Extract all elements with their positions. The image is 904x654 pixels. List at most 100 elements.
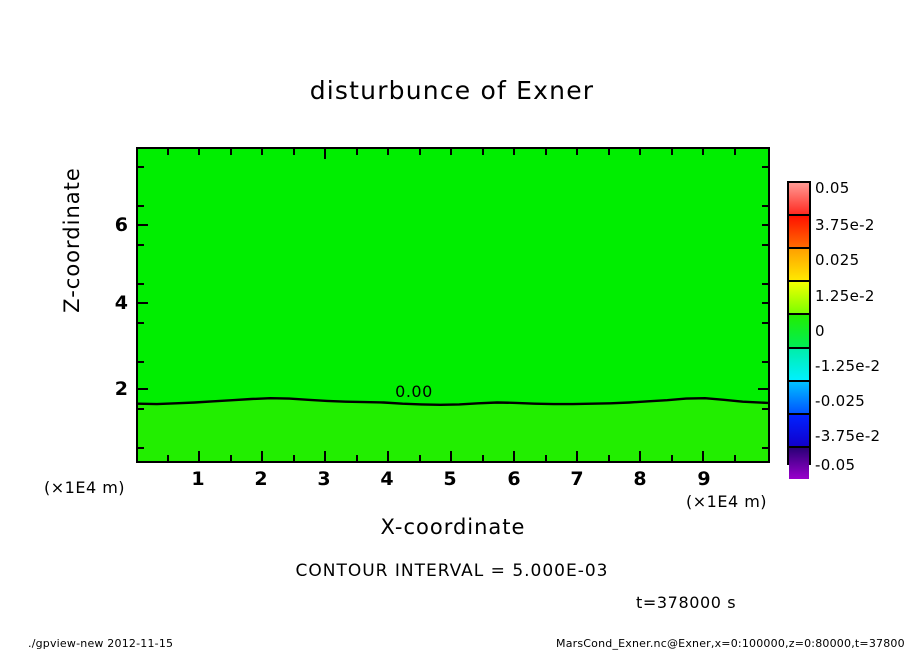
x-tick-top — [198, 149, 200, 155]
y-tick-right — [762, 322, 768, 324]
colorbar-band — [789, 247, 809, 281]
y-tick-right — [762, 205, 768, 207]
y-tick-right — [762, 302, 768, 304]
colorbar-tick-label: -3.75e-2 — [815, 427, 881, 445]
y-tick-major — [138, 302, 148, 304]
y-tick-right — [762, 283, 768, 285]
x-tick-minor — [576, 451, 578, 461]
x-tick-minor — [734, 455, 736, 461]
x-tick-label: 3 — [317, 468, 331, 490]
y-tick-right — [758, 388, 768, 390]
x-tick-top — [450, 149, 452, 155]
x-tick-minor — [419, 455, 421, 461]
colorbar-band — [789, 445, 809, 479]
contour-plot-area: 0.00 — [136, 147, 770, 463]
x-tick-minor — [356, 455, 358, 461]
y-tick-major — [138, 224, 148, 226]
colorbar-tick-label: -1.25e-2 — [815, 357, 881, 375]
x-tick-label: 8 — [633, 468, 647, 490]
x-tick-minor — [545, 455, 547, 461]
x-tick-label: 2 — [254, 468, 268, 490]
x-tick-label: 5 — [443, 468, 457, 490]
x-tick-top — [324, 149, 326, 159]
x-tick-top — [734, 149, 736, 155]
x-tick-minor — [513, 451, 515, 461]
x-tick-top — [671, 149, 673, 155]
x-tick-top — [576, 149, 578, 155]
x-tick-minor — [450, 451, 452, 461]
y-tick-label: 4 — [114, 292, 128, 314]
y-tick-right — [762, 224, 768, 226]
x-tick-label: 9 — [697, 468, 711, 490]
x-tick-top — [419, 149, 421, 155]
x-tick-label: 6 — [507, 468, 521, 490]
x-tick-minor — [324, 451, 326, 461]
x-tick-top — [608, 149, 610, 155]
colorbar-band — [789, 346, 809, 380]
x-tick-minor — [702, 451, 704, 461]
x-tick-minor — [671, 455, 673, 461]
colorbar — [787, 181, 811, 479]
y-tick-label: 6 — [114, 214, 128, 236]
y-tick-major — [138, 388, 148, 390]
y-tick-right — [762, 244, 768, 246]
x-tick-top — [293, 149, 295, 155]
y-tick-right — [762, 166, 768, 168]
x-tick-top — [702, 149, 704, 155]
x-tick-top — [356, 149, 358, 155]
x-tick-minor — [167, 455, 169, 461]
y-tick-right — [762, 408, 768, 410]
y-tick-right — [762, 447, 768, 449]
y-tick-minor — [138, 205, 144, 207]
x-tick-top — [513, 149, 515, 155]
x-tick-label: 4 — [380, 468, 394, 490]
x-tick-minor — [261, 451, 263, 461]
x-tick-top — [545, 149, 547, 155]
x-tick-top — [167, 149, 169, 155]
x-tick-major — [198, 451, 200, 461]
x-tick-top — [639, 149, 641, 155]
page-title: disturbunce of Exner — [309, 76, 595, 105]
colorbar-tick-label: 0 — [815, 322, 825, 340]
footer-left-text: ./gpview-new 2012-11-15 — [28, 637, 174, 650]
x-tick-minor — [230, 455, 232, 461]
y-tick-minor — [138, 166, 144, 168]
y-tick-minor — [138, 322, 144, 324]
contour-line-group — [138, 396, 768, 461]
x-tick-top — [230, 149, 232, 155]
y-axis-title: Z-coordinate — [60, 167, 84, 313]
y-tick-minor — [138, 408, 144, 410]
x-tick-minor — [639, 451, 641, 461]
colorbar-band — [789, 214, 809, 248]
x-axis-title: X-coordinate — [380, 515, 526, 539]
colorbar-tick-label: 1.25e-2 — [815, 287, 875, 305]
colorbar-band — [789, 379, 809, 413]
x-tick-minor — [608, 455, 610, 461]
colorbar-band — [789, 183, 809, 215]
colorbar-tick-label: 0.025 — [815, 251, 860, 269]
colorbar-band — [789, 280, 809, 314]
x-tick-top — [482, 149, 484, 155]
y-tick-minor — [138, 244, 144, 246]
x-tick-label: 7 — [570, 468, 584, 490]
contour-interval-caption: CONTOUR INTERVAL = 5.000E-03 — [295, 561, 609, 581]
y-tick-label: 2 — [114, 378, 128, 400]
y-tick-minor — [138, 283, 144, 285]
time-label: t=378000 s — [636, 593, 737, 612]
x-tick-minor — [293, 455, 295, 461]
y-tick-right — [762, 361, 768, 363]
colorbar-band — [789, 313, 809, 347]
y-axis-unit-label: (×1E4 m) — [44, 478, 126, 497]
footer-right-text: MarsCond_Exner.nc@Exner,x=0:100000,z=0:8… — [556, 637, 904, 650]
x-tick-minor — [387, 451, 389, 461]
colorbar-band — [789, 412, 809, 446]
x-axis-unit-label: (×1E4 m) — [686, 492, 768, 511]
colorbar-tick-label: -0.025 — [815, 392, 866, 410]
y-tick-minor — [138, 361, 144, 363]
colorbar-tick-label: -0.05 — [815, 456, 856, 474]
colorbar-tick-label: 0.05 — [815, 179, 850, 197]
x-tick-label: 1 — [191, 468, 205, 490]
contour-level-label: 0.00 — [393, 381, 435, 401]
x-tick-top — [387, 149, 389, 155]
x-tick-top — [261, 149, 263, 155]
